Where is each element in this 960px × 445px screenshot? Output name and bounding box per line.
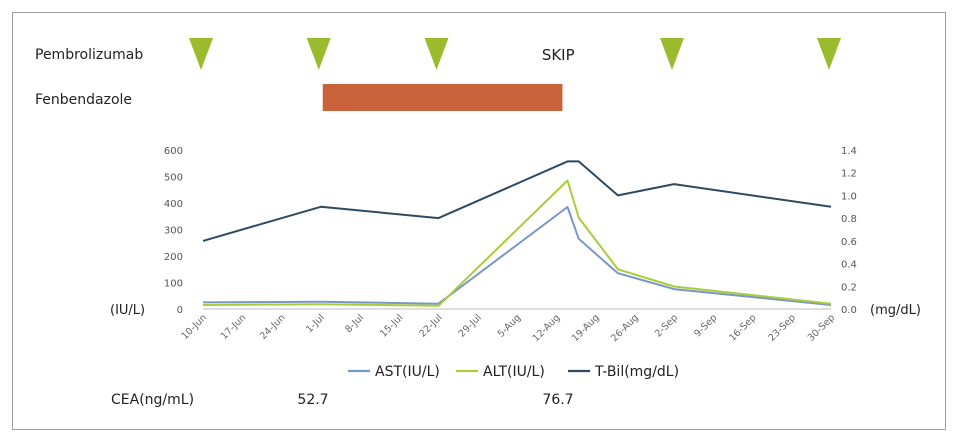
cea-value: 76.7	[542, 392, 573, 408]
y-right-tick-label: 0.4	[841, 260, 857, 271]
pembrolizumab-dose-marker	[424, 38, 449, 70]
x-tick-label: 23-Sep	[766, 312, 797, 343]
y-right-tick-label: 0.6	[841, 237, 857, 248]
y-right-tick-label: 1.0	[841, 191, 857, 202]
pembrolizumab-dose-marker	[660, 38, 684, 70]
x-tick-label: 12-Aug	[531, 312, 563, 344]
x-tick-label: 24-Jun	[258, 312, 288, 342]
y-left-tick-label: 400	[164, 199, 183, 210]
legend: AST(IU/L) ALT(IU/L) T-Bil(mg/dL)	[348, 364, 679, 380]
x-tick-label: 8-Jul	[343, 312, 366, 335]
y-right-tick-label: 0.8	[841, 214, 857, 225]
cea-row: CEA(ng/mL) 52.7 76.7	[111, 392, 574, 408]
y-right-tick-label: 0.2	[841, 282, 857, 293]
x-tick-label: 29-Jul	[457, 312, 484, 339]
series-line	[202, 206, 832, 306]
x-tick-label: 2-Sep	[653, 312, 680, 339]
x-tick-label: 22-Jul	[417, 312, 444, 339]
y-left-axis-label: (IU/L)	[110, 303, 145, 318]
x-tick-label: 16-Sep	[727, 312, 758, 343]
x-ticks: 10-Jun 17-Jun 24-Jun 1-Jul 8-Jul 15-Jul 22-Jul…	[180, 312, 838, 344]
treatment-timeline: Pembrolizumab Fenbendazole SKIP	[35, 38, 841, 111]
y-left-tick-label: 0	[177, 305, 183, 316]
x-tick-label: 30-Sep	[806, 312, 837, 343]
pembrolizumab-dose-marker	[306, 38, 331, 70]
pembrolizumab-label: Pembrolizumab	[35, 47, 143, 63]
cea-value: 52.7	[297, 392, 328, 408]
x-tick-label: 26-Aug	[609, 312, 641, 344]
fenbendazole-label: Fenbendazole	[35, 92, 132, 108]
axes: (IU/L) (mg/dL)	[110, 303, 921, 318]
x-tick-label: 10-Jun	[180, 312, 210, 342]
series-line	[202, 179, 832, 307]
legend-entry: T-Bil(mg/dL)	[594, 364, 679, 380]
legend-entry: ALT(IU/L)	[483, 364, 545, 380]
y-left-ticks: 0 100 200 300 400 500 600	[164, 146, 183, 316]
chart-canvas: Pembrolizumab Fenbendazole SKIP (IU/L) (…	[35, 38, 921, 408]
y-left-tick-label: 300	[164, 226, 183, 237]
y-right-axis-label: (mg/dL)	[870, 303, 921, 318]
x-tick-label: 17-Jun	[219, 312, 249, 342]
skip-label: SKIP	[542, 46, 575, 64]
x-tick-label: 19-Aug	[570, 312, 602, 344]
y-left-tick-label: 500	[164, 173, 183, 184]
chart-frame: Pembrolizumab Fenbendazole SKIP (IU/L) (…	[12, 12, 946, 430]
y-left-tick-label: 200	[164, 252, 183, 263]
x-tick-label: 9-Sep	[692, 312, 719, 339]
pembrolizumab-dose-marker	[189, 38, 213, 70]
y-right-tick-label: 0.0	[841, 305, 857, 316]
x-tick-label: 1-Jul	[304, 312, 327, 335]
y-right-tick-label: 1.4	[841, 146, 857, 157]
cea-label: CEA(ng/mL)	[111, 392, 194, 408]
series-line	[202, 160, 832, 242]
y-right-tick-label: 1.2	[841, 169, 857, 180]
pembrolizumab-dose-marker	[817, 38, 841, 70]
y-left-tick-label: 600	[164, 146, 183, 157]
legend-entry: AST(IU/L)	[375, 364, 440, 380]
fenbendazole-bar	[322, 84, 563, 111]
x-tick-label: 5-Aug	[496, 312, 523, 339]
x-tick-label: 15-Jul	[378, 312, 405, 339]
y-left-tick-label: 100	[164, 279, 183, 290]
y-right-ticks: 0.0 0.2 0.4 0.6 0.8 1.0 1.2 1.4	[841, 146, 857, 316]
series-lines	[202, 160, 832, 307]
